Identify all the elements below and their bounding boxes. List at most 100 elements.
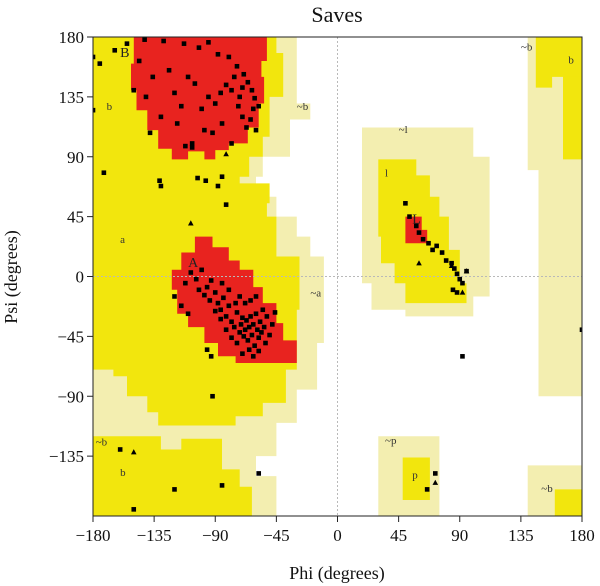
residue-point — [257, 319, 263, 325]
residue-point — [158, 183, 164, 189]
region-label: B — [120, 46, 129, 61]
residue-point — [223, 327, 229, 333]
residue-point — [407, 214, 412, 219]
residue-point — [219, 121, 225, 126]
residue-point — [218, 316, 223, 322]
x-tick-label: −135 — [137, 526, 172, 545]
residue-point — [226, 54, 232, 60]
residue-point — [253, 311, 259, 317]
residue-point — [245, 79, 251, 85]
residue-point — [250, 354, 256, 359]
x-tick-label: −180 — [75, 526, 110, 545]
zero-guides — [93, 37, 582, 516]
residue-point — [189, 141, 195, 146]
residue-point — [181, 41, 187, 46]
residue-point — [203, 178, 209, 183]
core-region-beta — [131, 37, 267, 160]
residue-point — [172, 487, 177, 492]
x-axis: −180 −135 −90 −45 0 45 90 135 180 — [75, 516, 595, 545]
residue-point — [183, 280, 188, 286]
glycine-point — [416, 260, 422, 266]
residue-point — [93, 107, 96, 113]
residue-point — [188, 270, 194, 275]
residue-point — [457, 276, 463, 282]
residue-point — [253, 127, 259, 133]
residue-point — [112, 48, 118, 53]
residue-point — [97, 61, 103, 66]
residue-point — [207, 298, 213, 303]
residue-point — [185, 311, 191, 317]
residue-point — [434, 243, 439, 249]
residue-point — [172, 90, 177, 96]
residue-point — [403, 201, 408, 206]
data-points — [93, 37, 582, 512]
residue-point — [248, 117, 253, 122]
glycine-point — [459, 289, 466, 295]
residue-point — [158, 114, 164, 120]
glycine-point — [448, 262, 455, 269]
residue-point — [253, 294, 259, 299]
residue-point — [150, 74, 156, 80]
residue-point — [240, 85, 245, 90]
residue-point — [579, 327, 582, 333]
residue-point — [131, 507, 137, 512]
residue-point — [238, 322, 244, 327]
x-tick-label: 90 — [451, 526, 468, 545]
residue-point — [264, 314, 270, 319]
region-label: p — [412, 470, 418, 482]
residue-point — [250, 322, 256, 327]
residue-point — [270, 322, 275, 327]
residue-point — [252, 95, 257, 101]
region-label: ~l — [399, 124, 408, 136]
residue-point — [212, 308, 218, 314]
residue-point — [250, 106, 256, 112]
residue-point — [256, 335, 262, 341]
x-tick-label: −45 — [263, 526, 290, 545]
residue-point — [439, 250, 445, 255]
residue-point — [263, 340, 268, 346]
residue-point — [433, 471, 438, 476]
region-label: a — [120, 234, 125, 246]
residue-point — [249, 332, 255, 338]
region-label: b — [120, 467, 126, 479]
residue-point — [226, 303, 232, 309]
residue-point — [219, 174, 225, 180]
residue-point — [192, 81, 198, 86]
residue-point — [229, 141, 234, 146]
residue-point — [172, 294, 177, 299]
region-labels: Bb ~b a A ~a ~l l L ~b b ~b b ~p p ~b — [96, 41, 575, 495]
residue-point — [267, 332, 272, 338]
x-tick-label: −90 — [202, 526, 229, 545]
residue-point — [124, 41, 130, 46]
residue-point — [242, 300, 248, 306]
residue-point — [196, 45, 202, 50]
residue-point — [221, 295, 226, 301]
residue-point — [226, 287, 232, 293]
residue-point — [147, 130, 153, 136]
residue-point — [229, 335, 234, 341]
residue-point — [223, 82, 229, 88]
residue-point — [256, 103, 262, 109]
residue-point — [236, 103, 241, 109]
residue-point — [202, 127, 207, 133]
residue-point — [117, 447, 123, 452]
residue-point — [206, 94, 211, 100]
core-region-left-handed — [405, 216, 428, 244]
region-label: A — [188, 256, 199, 271]
residue-point — [242, 327, 248, 333]
residue-point — [174, 121, 180, 126]
residue-point — [204, 284, 210, 290]
y-tick-label: 90 — [67, 148, 84, 167]
residue-point — [240, 114, 245, 120]
residue-point — [237, 294, 242, 299]
residue-point — [136, 58, 142, 64]
residue-point — [233, 300, 238, 306]
residue-point — [272, 310, 278, 315]
residue-point — [195, 175, 200, 181]
residue-point — [454, 290, 460, 295]
residue-point — [234, 63, 240, 69]
residue-point — [219, 483, 225, 488]
region-label: L — [412, 212, 421, 227]
residue-point — [424, 487, 430, 492]
region-label: ~b — [521, 41, 533, 53]
